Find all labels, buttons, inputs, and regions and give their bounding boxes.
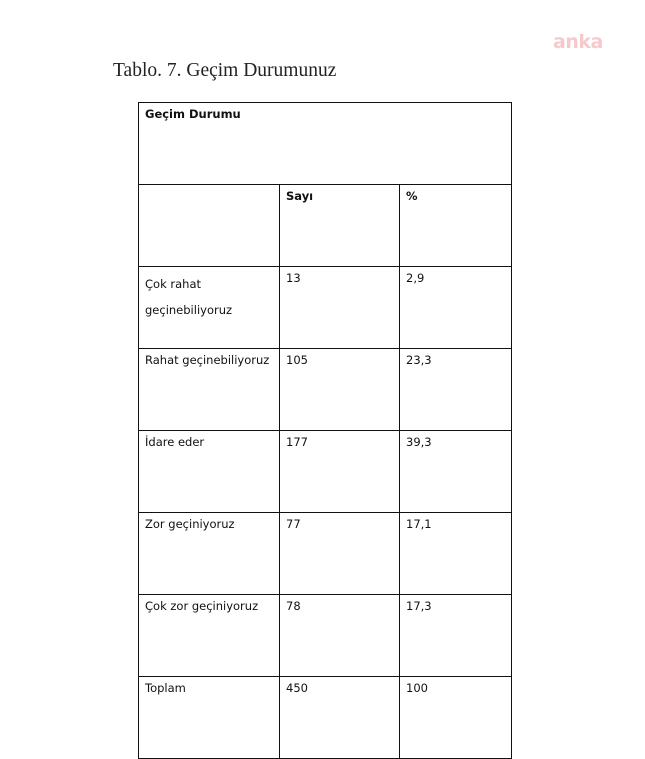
table-header-row: Sayı %: [138, 184, 512, 267]
row-percent: 17,3: [399, 594, 512, 677]
table-row: Çok zor geçiniyoruz 78 17,3: [138, 594, 512, 677]
row-count: 450: [279, 676, 400, 759]
table-row: İdare eder 177 39,3: [138, 430, 512, 513]
row-count: 13: [279, 266, 400, 349]
row-count: 78: [279, 594, 400, 677]
anka-watermark: anka: [553, 31, 603, 53]
row-count: 77: [279, 512, 400, 595]
table-caption: Tablo. 7. Geçim Durumunuz: [113, 60, 337, 81]
header-cell: [138, 184, 280, 267]
table-row: Rahat geçinebiliyoruz 105 23,3: [138, 348, 512, 431]
table-row: Çok rahat geçinebiliyoruz 13 2,9: [138, 266, 512, 349]
table-title-row: Geçim Durumu: [138, 102, 512, 185]
header-cell-percent: %: [399, 184, 512, 267]
table-title: Geçim Durumu: [138, 102, 512, 185]
header-cell-count: Sayı: [279, 184, 400, 267]
row-percent: 17,1: [399, 512, 512, 595]
table-row: Zor geçiniyoruz 77 17,1: [138, 512, 512, 595]
row-label: İdare eder: [138, 430, 280, 513]
row-percent: 39,3: [399, 430, 512, 513]
row-count: 177: [279, 430, 400, 513]
row-percent: 100: [399, 676, 512, 759]
row-percent: 2,9: [399, 266, 512, 349]
row-count: 105: [279, 348, 400, 431]
geçim-durumu-table: Geçim Durumu Sayı % Çok rahat geçinebili…: [138, 102, 512, 759]
table-row-total: Toplam 450 100: [138, 676, 512, 759]
row-percent: 23,3: [399, 348, 512, 431]
row-label: Çok zor geçiniyoruz: [138, 594, 280, 677]
row-label: Zor geçiniyoruz: [138, 512, 280, 595]
row-label: Rahat geçinebiliyoruz: [138, 348, 280, 431]
row-label: Toplam: [138, 676, 280, 759]
row-label: Çok rahat geçinebiliyoruz: [138, 266, 280, 349]
